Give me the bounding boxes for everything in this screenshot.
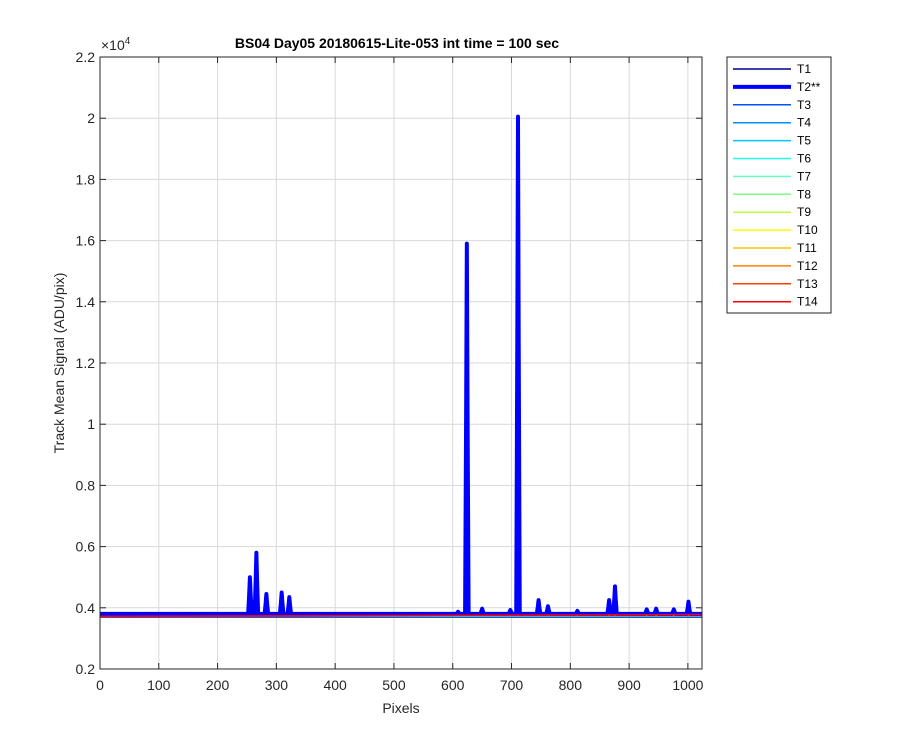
y-tick-label: 1.6 [76, 233, 96, 249]
series-line-t2 [100, 114, 702, 616]
x-tick-label: 300 [265, 677, 289, 693]
legend-label: T8 [797, 187, 811, 201]
legend-label: T4 [797, 116, 811, 130]
y-exponent-base: ×10 [101, 37, 125, 53]
chart-title: BS04 Day05 20180615-Lite-053 int time = … [235, 35, 559, 51]
legend-label: T3 [797, 98, 811, 112]
x-tick-label: 200 [206, 677, 230, 693]
y-tick-label: 1 [87, 416, 95, 432]
ticks: 0 100 200 300 400 500 600 700 800 900 1000 0.2 0.4 0.… [76, 49, 704, 693]
legend-box [726, 56, 832, 314]
legend-label: T9 [797, 205, 811, 219]
legend-label: T6 [797, 152, 811, 166]
legend-label: T1 [797, 62, 811, 76]
legend-label: T2** [797, 80, 821, 94]
y-tick-label: 2.2 [76, 49, 96, 65]
x-tick-label: 100 [147, 677, 171, 693]
x-tick-label: 0 [96, 677, 104, 693]
x-tick-label: 500 [382, 677, 406, 693]
y-exponent-power: 4 [125, 36, 131, 47]
x-tick-label: 700 [500, 677, 524, 693]
y-axis-label: Track Mean Signal (ADU/pix) [51, 273, 67, 454]
legend-label: T10 [797, 223, 818, 237]
y-tick-label: 1.8 [76, 171, 96, 187]
y-tick-label: 0.6 [76, 539, 96, 555]
legend-label: T13 [797, 277, 818, 291]
x-tick-label: 900 [617, 677, 641, 693]
y-tick-label: 0.2 [76, 661, 96, 677]
legend: T1 T2** T3 T4 T5 T6 T7 T8 T9 T10 T11 T12 T13 T14 [726, 56, 832, 314]
y-tick-label: 0.8 [76, 477, 96, 493]
y-exponent-label: ×104 [101, 36, 131, 53]
x-tick-label: 800 [559, 677, 583, 693]
x-tick-label: 400 [323, 677, 347, 693]
series-group [99, 114, 703, 618]
x-tick-label: 1000 [672, 677, 703, 693]
legend-label: T12 [797, 259, 818, 273]
y-tick-label: 0.4 [76, 600, 96, 616]
legend-label: T7 [797, 169, 811, 183]
series-line-t14 [99, 613, 703, 618]
y-tick-label: 2 [87, 110, 95, 126]
x-tick-label: 600 [441, 677, 465, 693]
x-axis-label: Pixels [382, 700, 419, 716]
legend-label: T11 [797, 241, 817, 255]
y-tick-label: 1.4 [76, 294, 96, 310]
y-tick-label: 1.2 [76, 355, 96, 371]
legend-label: T5 [797, 134, 811, 148]
legend-label: T14 [797, 295, 818, 309]
